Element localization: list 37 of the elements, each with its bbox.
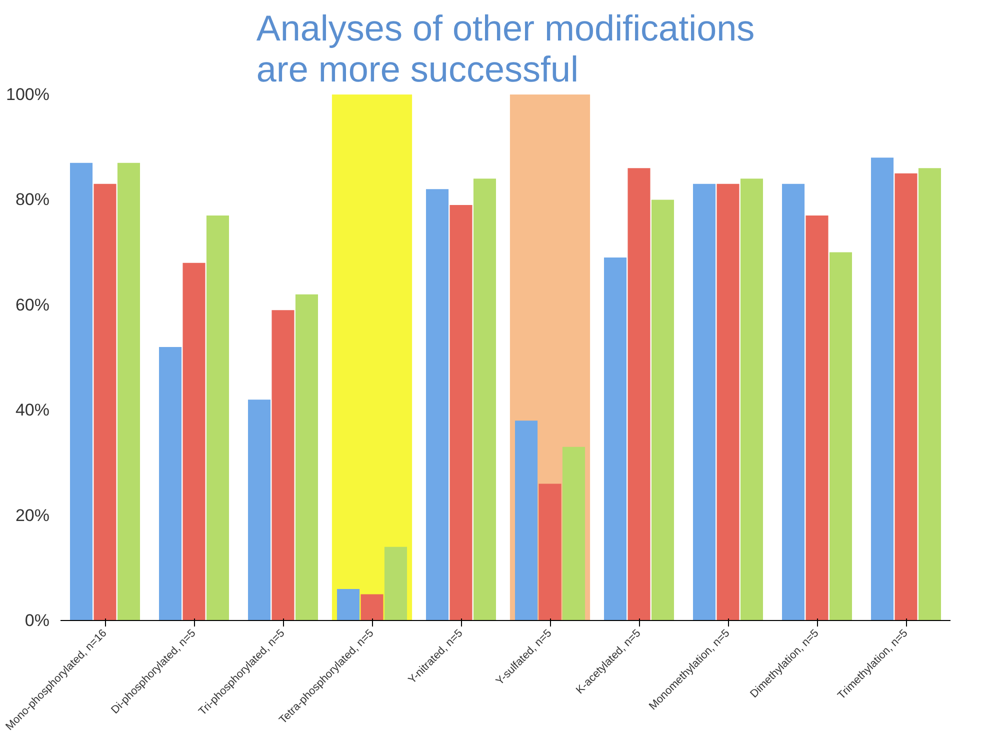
bar — [182, 262, 206, 620]
bar — [562, 446, 586, 620]
bar — [248, 400, 271, 620]
bar — [384, 546, 408, 620]
y-tick-label: 60% — [15, 295, 50, 314]
bar — [829, 252, 852, 620]
bar — [70, 162, 93, 620]
bar — [538, 484, 562, 620]
bar — [295, 294, 318, 620]
bar — [604, 258, 627, 620]
bar — [651, 200, 674, 620]
bar — [94, 184, 116, 620]
bar — [117, 162, 140, 620]
bar — [272, 310, 294, 620]
bar — [806, 215, 828, 620]
y-tick-label: 80% — [15, 190, 50, 210]
bar — [336, 588, 360, 620]
bar — [894, 173, 918, 620]
bar — [628, 168, 650, 620]
bar — [450, 204, 472, 620]
bar — [740, 178, 764, 620]
y-tick-label: 100% — [6, 85, 50, 104]
y-tick-label: 40% — [15, 400, 50, 420]
bar — [426, 189, 449, 620]
bar — [206, 215, 230, 620]
bar — [360, 594, 384, 620]
y-tick-label: 0% — [24, 611, 50, 630]
bar — [514, 420, 538, 620]
bar — [473, 178, 496, 620]
bar — [692, 184, 716, 620]
bar — [716, 184, 740, 620]
bar — [918, 168, 942, 620]
y-tick-label: 20% — [15, 506, 50, 525]
bar — [158, 346, 182, 620]
bar — [782, 184, 805, 620]
chart-title: Analyses of other modifications are more successful — [256, 8, 755, 90]
bar — [870, 158, 894, 620]
